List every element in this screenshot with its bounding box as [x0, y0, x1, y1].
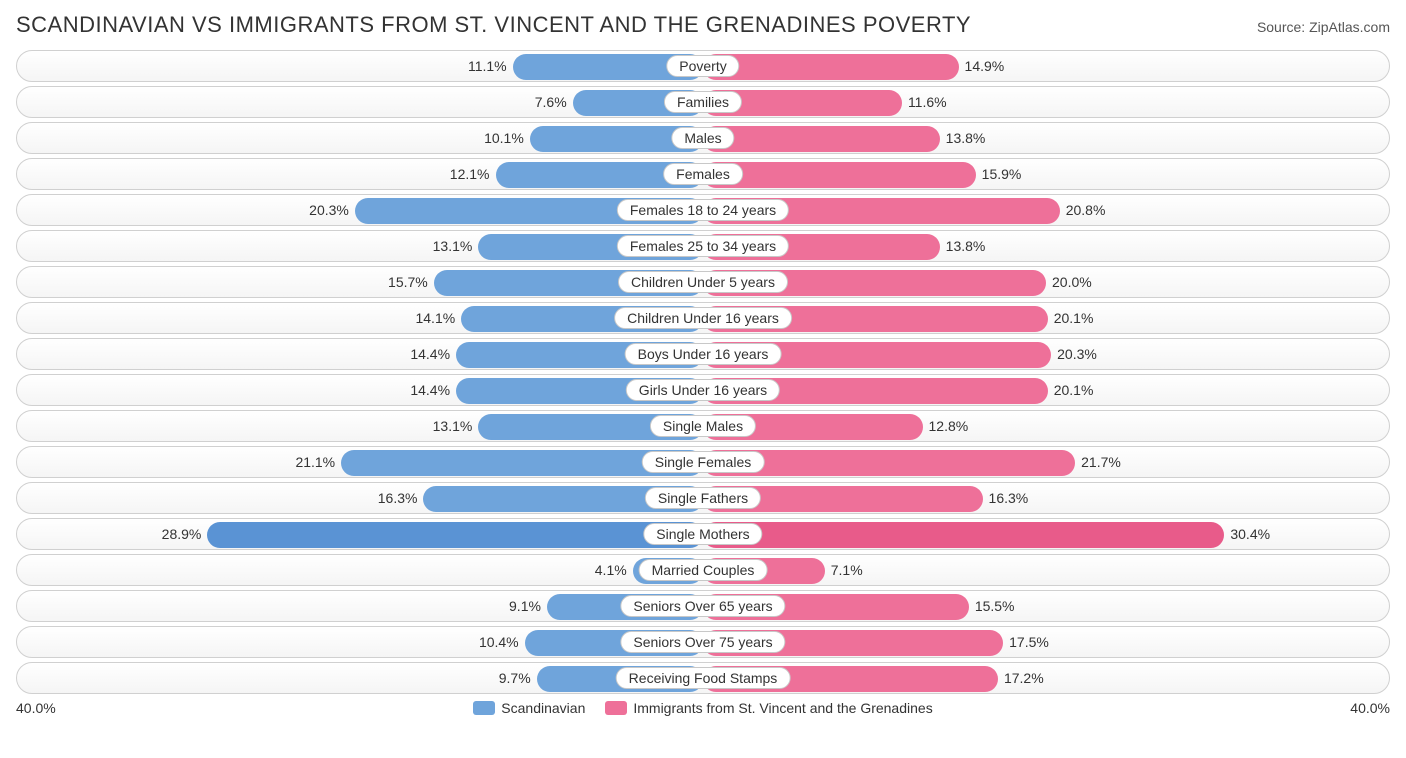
chart-row: 7.6% 11.6% Families [16, 86, 1390, 118]
chart-row: 20.3% 20.8% Females 18 to 24 years [16, 194, 1390, 226]
bar-value-left: 15.7% [388, 274, 434, 290]
bar-value-left: 20.3% [309, 202, 355, 218]
category-label: Girls Under 16 years [626, 379, 780, 401]
chart-row: 13.1% 12.8% Single Males [16, 410, 1390, 442]
bar-value-left: 21.1% [295, 454, 341, 470]
category-label: Receiving Food Stamps [616, 667, 791, 689]
bar-right [703, 162, 976, 188]
bar-value-right: 11.6% [902, 94, 947, 110]
bar-value-right: 13.8% [940, 238, 986, 254]
bar-value-left: 12.1% [450, 166, 496, 182]
header: SCANDINAVIAN VS IMMIGRANTS FROM ST. VINC… [16, 12, 1390, 38]
bar-value-right: 30.4% [1224, 526, 1270, 542]
category-label: Boys Under 16 years [625, 343, 782, 365]
bar-value-right: 12.8% [923, 418, 969, 434]
category-label: Poverty [666, 55, 739, 77]
category-label: Females 18 to 24 years [617, 199, 789, 221]
legend: Scandinavian Immigrants from St. Vincent… [473, 700, 932, 716]
source-attribution: Source: ZipAtlas.com [1257, 19, 1390, 35]
bar-left [207, 522, 703, 548]
chart-row: 9.1% 15.5% Seniors Over 65 years [16, 590, 1390, 622]
bar-value-left: 14.4% [410, 382, 456, 398]
chart-row: 14.4% 20.3% Boys Under 16 years [16, 338, 1390, 370]
chart-row: 10.4% 17.5% Seniors Over 75 years [16, 626, 1390, 658]
legend-swatch-left [473, 701, 495, 715]
source-name: ZipAtlas.com [1309, 19, 1390, 35]
chart-row: 21.1% 21.7% Single Females [16, 446, 1390, 478]
category-label: Single Fathers [645, 487, 761, 509]
category-label: Seniors Over 65 years [620, 595, 785, 617]
bar-value-right: 15.5% [969, 598, 1015, 614]
chart-row: 11.1% 14.9% Poverty [16, 50, 1390, 82]
category-label: Single Males [650, 415, 756, 437]
category-label: Seniors Over 75 years [620, 631, 785, 653]
category-label: Single Females [642, 451, 765, 473]
bar-value-left: 9.1% [509, 598, 547, 614]
category-label: Males [671, 127, 734, 149]
bar-value-right: 20.1% [1048, 310, 1094, 326]
category-label: Families [664, 91, 742, 113]
legend-item-right: Immigrants from St. Vincent and the Gren… [605, 700, 932, 716]
chart-row: 15.7% 20.0% Children Under 5 years [16, 266, 1390, 298]
bar-value-left: 14.4% [410, 346, 456, 362]
chart-row: 14.4% 20.1% Girls Under 16 years [16, 374, 1390, 406]
chart-row: 10.1% 13.8% Males [16, 122, 1390, 154]
bar-value-right: 20.8% [1060, 202, 1106, 218]
diverging-bar-chart: 11.1%14.9%Poverty7.6%11.6%Families10.1%1… [16, 50, 1390, 694]
category-label: Single Mothers [643, 523, 762, 545]
chart-row: 14.1% 20.1% Children Under 16 years [16, 302, 1390, 334]
category-label: Married Couples [639, 559, 768, 581]
bar-value-left: 14.1% [415, 310, 461, 326]
bar-value-left: 7.6% [535, 94, 573, 110]
legend-swatch-right [605, 701, 627, 715]
bar-value-left: 28.9% [162, 526, 208, 542]
bar-value-left: 11.1% [468, 58, 513, 74]
bar-value-left: 10.1% [484, 130, 530, 146]
category-label: Children Under 16 years [614, 307, 792, 329]
bar-value-right: 15.9% [976, 166, 1022, 182]
category-label: Females 25 to 34 years [617, 235, 789, 257]
source-prefix: Source: [1257, 19, 1309, 35]
bar-value-right: 21.7% [1075, 454, 1121, 470]
bar-right [703, 522, 1224, 548]
bar-value-right: 17.2% [998, 670, 1044, 686]
bar-value-left: 13.1% [433, 418, 479, 434]
legend-label-right: Immigrants from St. Vincent and the Gren… [633, 700, 932, 716]
bar-value-right: 14.9% [959, 58, 1005, 74]
chart-title: SCANDINAVIAN VS IMMIGRANTS FROM ST. VINC… [16, 12, 971, 38]
bar-right [703, 126, 940, 152]
category-label: Children Under 5 years [618, 271, 788, 293]
axis-max-right: 40.0% [1350, 700, 1390, 716]
bar-value-left: 4.1% [595, 562, 633, 578]
bar-right [703, 54, 959, 80]
bar-value-right: 17.5% [1003, 634, 1049, 650]
chart-row: 13.1% 13.8% Females 25 to 34 years [16, 230, 1390, 262]
chart-row: 16.3% 16.3% Single Fathers [16, 482, 1390, 514]
bar-value-right: 20.1% [1048, 382, 1094, 398]
chart-row: 9.7% 17.2% Receiving Food Stamps [16, 662, 1390, 694]
chart-row: 4.1% 7.1% Married Couples [16, 554, 1390, 586]
chart-footer: 40.0% Scandinavian Immigrants from St. V… [16, 700, 1390, 716]
legend-item-left: Scandinavian [473, 700, 585, 716]
bar-value-right: 20.0% [1046, 274, 1092, 290]
bar-value-left: 13.1% [433, 238, 479, 254]
bar-value-left: 9.7% [499, 670, 537, 686]
bar-value-right: 16.3% [983, 490, 1029, 506]
category-label: Females [663, 163, 743, 185]
chart-row: 12.1% 15.9% Females [16, 158, 1390, 190]
bar-value-left: 10.4% [479, 634, 525, 650]
bar-value-left: 16.3% [378, 490, 424, 506]
axis-max-left: 40.0% [16, 700, 56, 716]
bar-value-right: 7.1% [825, 562, 863, 578]
chart-row: 28.9% 30.4% Single Mothers [16, 518, 1390, 550]
bar-value-right: 20.3% [1051, 346, 1097, 362]
legend-label-left: Scandinavian [501, 700, 585, 716]
bar-value-right: 13.8% [940, 130, 986, 146]
